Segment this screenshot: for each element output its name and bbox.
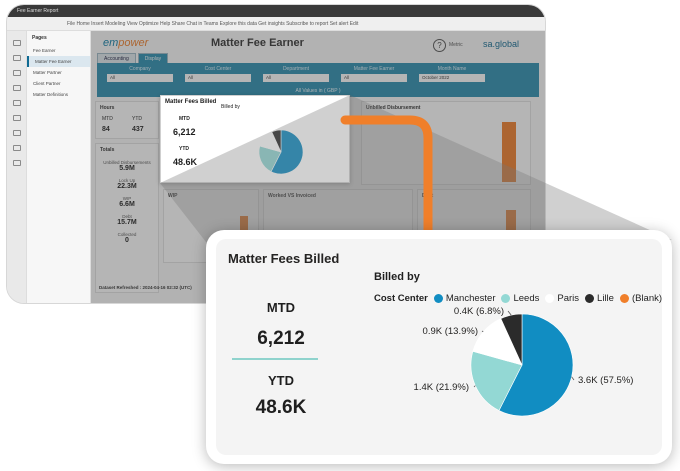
data-label-leeds: 1.4K (21.9%): [414, 382, 469, 393]
page-item-matter-partner[interactable]: Matter Partner: [33, 70, 62, 75]
ytd-value: 48.6K: [255, 397, 307, 418]
data-label-paris: 0.9K (13.9%): [423, 326, 478, 337]
kpi-divider: [232, 358, 318, 360]
leader-line-leeds: [473, 385, 476, 388]
matter-fees-billed-mini-card[interactable]: Matter Fees Billed MTD 6,212 YTD 48.6K B…: [160, 95, 350, 183]
mtd-label: MTD: [266, 300, 296, 315]
pie-chart: 3.6K (57.5%) 1.4K (21.9%) 0.9K (13.9%) 0.4K…: [414, 306, 633, 417]
legend-item-paris[interactable]: Paris: [545, 293, 579, 304]
mini-pie-chart: [258, 129, 304, 175]
empower-logo: empower: [103, 37, 149, 49]
unbilled-bar: [502, 122, 516, 182]
left-nav-rail: [7, 31, 27, 303]
data-label-manchester: 3.6K (57.5%): [578, 375, 633, 386]
pie-legend: Cost Center Manchester Leeds Paris Lille…: [374, 293, 668, 304]
chart-title: Billed by: [374, 271, 420, 283]
matter-fees-billed-card: Matter Fees Billed MTD 6,212 YTD 48.6K B…: [216, 239, 662, 455]
pages-pane-title: Pages: [32, 35, 47, 41]
workspaces-icon[interactable]: [12, 145, 21, 151]
pie-slice-manchester[interactable]: [498, 313, 574, 417]
filter-month-name[interactable]: Month Name October 2022: [419, 66, 485, 82]
metrics-icon[interactable]: [12, 100, 21, 106]
legend-item-blank[interactable]: (Blank): [619, 293, 662, 304]
browse-icon[interactable]: [12, 70, 21, 76]
connector-arrow: [340, 115, 433, 235]
leader-line-lille: [507, 310, 512, 316]
create-icon[interactable]: [12, 55, 21, 61]
pie-slice-manchester[interactable]: [270, 129, 304, 175]
filter-department[interactable]: Department All: [263, 66, 329, 82]
filter-cost-center[interactable]: Cost Center All: [185, 66, 251, 82]
legend-item-leeds[interactable]: Leeds: [501, 293, 539, 304]
projection-beam: [160, 95, 672, 242]
leader-line-paris: [481, 330, 484, 333]
metric-label: Metric: [449, 42, 463, 48]
apps-icon[interactable]: [12, 115, 21, 121]
pie-slice-lille[interactable]: [500, 313, 523, 366]
page-title: Matter Fee Earner: [211, 37, 304, 49]
filter-bar: Company All Cost Center All Department A…: [97, 63, 539, 97]
page-item-fee-earner[interactable]: Fee Earner: [33, 48, 56, 53]
question-circle-icon[interactable]: ?: [433, 39, 446, 52]
page-item-client-partner[interactable]: Client Partner: [33, 81, 61, 86]
page-item-matter-fee-earner[interactable]: Matter Fee Earner: [27, 56, 90, 67]
hours-card: Hours MTD YTD 84 437: [95, 101, 159, 139]
data-hub-icon[interactable]: [12, 85, 21, 91]
pages-pane: Pages Fee Earner Matter Fee Earner Matte…: [27, 31, 91, 303]
totals-card: Totals Unbilled Disbursements 5.9M Lock U…: [95, 143, 159, 293]
sa-global-logo: sa.global: [483, 39, 520, 49]
dataset-refreshed: Dataset Refreshed : 2024-04-16 02:32 (UT…: [99, 285, 192, 290]
learn-icon[interactable]: [12, 130, 21, 136]
filter-matter-fee-earner[interactable]: Matter Fee Earner All: [341, 66, 407, 82]
report-icon[interactable]: [12, 160, 21, 166]
window-titlebar: Fee Earner Report: [7, 5, 545, 17]
ribbon-toolbar[interactable]: File Home Insert Modeling View Optimize …: [7, 17, 545, 31]
leader-line-manchester: [571, 376, 575, 381]
pie-slice-lille[interactable]: [271, 129, 282, 153]
legend-title: Cost Center: [374, 293, 428, 304]
filter-company[interactable]: Company All: [107, 66, 173, 82]
unbilled-disbursement-card: Unbilled Disbursement: [361, 101, 531, 185]
card-title: Matter Fees Billed: [228, 251, 340, 266]
currency-note: All Values in ( GBP ): [295, 88, 341, 94]
legend-item-lille[interactable]: Lille: [585, 293, 614, 304]
home-icon[interactable]: [12, 40, 21, 46]
mtd-value: 6,212: [257, 328, 305, 349]
zoomed-card: Matter Fees Billed MTD 6,212 YTD 48.6K B…: [206, 230, 672, 464]
legend-item-manchester[interactable]: Manchester: [433, 293, 495, 304]
page-item-matter-definitions[interactable]: Matter Definitions: [33, 92, 69, 97]
ytd-label: YTD: [268, 373, 294, 388]
data-label-lille: 0.4K (6.8%): [454, 306, 504, 317]
